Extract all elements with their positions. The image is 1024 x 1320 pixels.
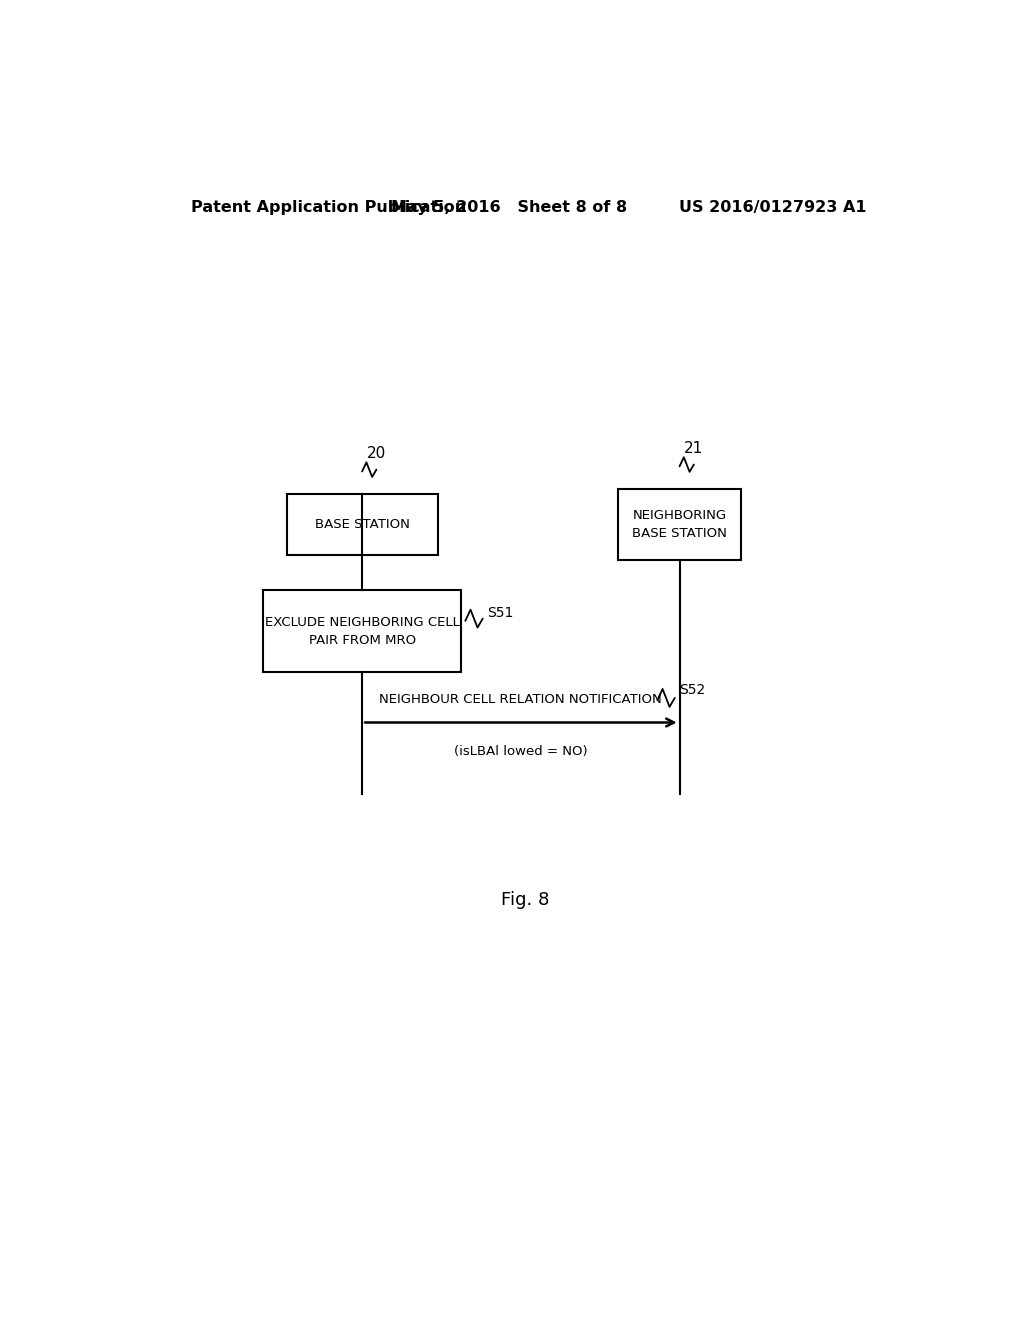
Text: (isLBAl lowed = NO): (isLBAl lowed = NO) [454,744,588,758]
Bar [618,488,741,560]
Text: 20: 20 [367,446,386,461]
Text: 21: 21 [684,441,703,455]
Text: S51: S51 [487,606,514,619]
Text: NEIGHBOUR CELL RELATION NOTIFICATION: NEIGHBOUR CELL RELATION NOTIFICATION [380,693,663,706]
Text: EXCLUDE NEIGHBORING CELL
PAIR FROM MRO: EXCLUDE NEIGHBORING CELL PAIR FROM MRO [264,615,460,647]
Text: NEIGHBORING
BASE STATION: NEIGHBORING BASE STATION [632,508,727,540]
Bar [287,494,437,554]
Text: US 2016/0127923 A1: US 2016/0127923 A1 [679,199,866,215]
Text: May 5, 2016   Sheet 8 of 8: May 5, 2016 Sheet 8 of 8 [391,199,627,215]
Text: BASE STATION: BASE STATION [314,517,410,531]
Bar [263,590,461,672]
Text: Patent Application Publication: Patent Application Publication [191,199,467,215]
Text: S52: S52 [680,682,706,697]
Text: Fig. 8: Fig. 8 [501,891,549,909]
